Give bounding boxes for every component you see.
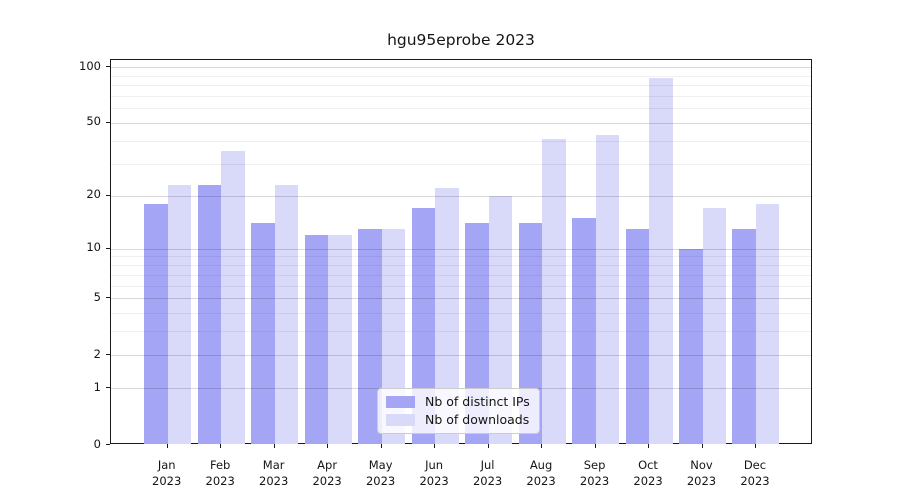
bar-jan-distinct-ips — [144, 203, 168, 444]
legend-swatch-distinct-ips — [386, 395, 415, 408]
gridline-y-100 — [111, 67, 811, 68]
bar-mar-downloads — [274, 184, 299, 444]
gridline-y-9 — [111, 256, 811, 258]
x-tick-label-dec: Dec 2023 — [740, 458, 770, 488]
gridline-y-10 — [111, 248, 811, 250]
bar-nov-distinct-ips — [679, 248, 703, 444]
y-tick-label-10: 10 — [86, 240, 101, 255]
bar-oct-downloads — [649, 78, 673, 444]
bar-aug-downloads — [542, 138, 566, 444]
bar-sep-downloads — [595, 135, 620, 444]
bar-oct-distinct-ips — [625, 228, 650, 444]
y-tick-2 — [106, 354, 110, 356]
y-tick-20 — [106, 194, 110, 196]
x-tick-aug — [541, 444, 543, 448]
bar-dec-downloads — [755, 203, 780, 444]
y-tick-0 — [106, 444, 110, 445]
y-tick-50 — [106, 121, 110, 123]
y-tick-label-1: 1 — [93, 379, 101, 394]
gridline-y-60 — [111, 108, 811, 110]
bar-apr-downloads — [328, 234, 352, 444]
x-tick-sep — [594, 444, 596, 448]
legend: Nb of distinct IPs Nb of downloads — [377, 388, 540, 434]
legend-label-distinct-ips: Nb of distinct IPs — [425, 394, 530, 409]
gridline-y-70 — [111, 95, 811, 97]
legend-label-downloads: Nb of downloads — [425, 412, 530, 427]
x-tick-label-sep: Sep 2023 — [579, 458, 610, 488]
x-tick-may — [380, 444, 382, 448]
x-tick-feb — [220, 444, 222, 448]
gridline-y-8 — [111, 265, 811, 267]
x-tick-label-jul: Jul 2023 — [472, 458, 503, 488]
plot-area — [110, 59, 812, 444]
x-tick-label-apr: Apr 2023 — [312, 458, 342, 488]
legend-item-distinct-ips: Nb of distinct IPs — [386, 394, 530, 409]
legend-item-downloads: Nb of downloads — [386, 412, 530, 427]
x-tick-jun — [434, 444, 436, 448]
x-tick-jul — [487, 444, 489, 448]
y-tick-5 — [106, 297, 110, 299]
y-tick-1 — [106, 387, 110, 389]
y-tick-label-2: 2 — [93, 346, 101, 361]
y-tick-label-0: 0 — [93, 436, 101, 451]
bar-feb-distinct-ips — [197, 184, 222, 444]
x-tick-label-aug: Aug 2023 — [526, 458, 556, 488]
y-tick-label-100: 100 — [79, 58, 101, 73]
bar-jun-downloads — [435, 188, 459, 444]
gridline-y-5 — [111, 298, 811, 300]
gridline-y-30 — [111, 163, 811, 165]
bar-mar-distinct-ips — [251, 223, 275, 444]
y-tick-label-20: 20 — [86, 187, 101, 202]
gridline-y-80 — [111, 85, 811, 87]
x-tick-nov — [701, 444, 703, 448]
x-tick-label-jan: Jan 2023 — [152, 458, 182, 488]
x-tick-dec — [754, 444, 756, 448]
x-tick-label-nov: Nov 2023 — [686, 458, 717, 488]
x-tick-label-oct: Oct 2023 — [633, 458, 663, 488]
x-tick-label-mar: Mar 2023 — [259, 458, 289, 488]
gridline-y-4 — [111, 313, 811, 315]
x-tick-label-jun: Jun 2023 — [419, 458, 449, 488]
gridline-y-7 — [111, 274, 811, 276]
bar-dec-distinct-ips — [732, 228, 756, 444]
x-tick-jan — [166, 444, 168, 448]
x-tick-label-may: May 2023 — [365, 458, 396, 488]
chart-title: hgu95eprobe 2023 — [387, 31, 535, 49]
gridline-y-3 — [111, 331, 811, 333]
x-tick-mar — [273, 444, 275, 448]
y-tick-label-5: 5 — [93, 289, 101, 304]
x-tick-apr — [327, 444, 329, 448]
bar-nov-downloads — [702, 208, 726, 444]
bar-apr-distinct-ips — [304, 234, 329, 444]
gridline-y-2 — [111, 355, 811, 357]
bar-feb-downloads — [221, 151, 245, 444]
x-tick-oct — [648, 444, 650, 448]
bar-jul-downloads — [488, 195, 513, 444]
bar-jan-downloads — [167, 184, 192, 444]
gridline-y-50 — [111, 122, 811, 124]
gridline-y-40 — [111, 140, 811, 142]
y-tick-label-50: 50 — [86, 114, 101, 129]
bar-jun-distinct-ips — [411, 208, 436, 444]
bar-sep-distinct-ips — [572, 217, 596, 444]
gridline-y-90 — [111, 75, 811, 77]
bar-may-distinct-ips — [358, 228, 382, 444]
gridline-y-6 — [111, 285, 811, 287]
y-tick-100 — [106, 66, 110, 67]
gridline-y-20 — [111, 195, 811, 197]
x-tick-label-feb: Feb 2023 — [205, 458, 235, 488]
legend-swatch-downloads — [386, 413, 415, 426]
y-tick-10 — [106, 247, 110, 249]
